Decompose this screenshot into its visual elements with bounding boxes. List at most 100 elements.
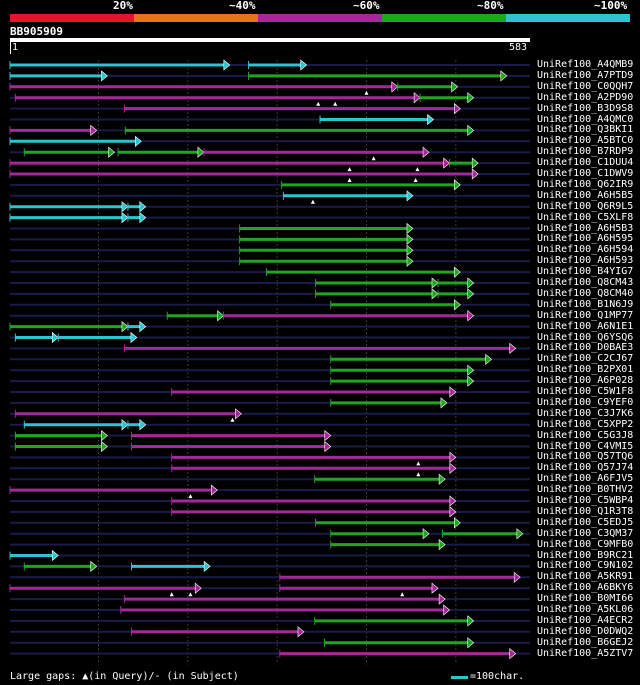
hit-label[interactable]: UniRef100_A5BTC0 xyxy=(537,135,634,147)
hit-label[interactable]: UniRef100_A5ZTV7 xyxy=(537,647,634,659)
hit-label[interactable]: UniRef100_B2PX01 xyxy=(537,364,634,376)
hit-label[interactable]: UniRef100_Q57TQ6 xyxy=(537,451,634,463)
hit-label[interactable]: UniRef100_A6BKY6 xyxy=(537,582,634,594)
hit-label[interactable]: UniRef100_C5G3J8 xyxy=(537,429,634,441)
hit-label[interactable]: UniRef100_A6H595 xyxy=(537,233,634,245)
segment-arrowhead xyxy=(406,190,414,202)
alignment-segment xyxy=(239,255,414,267)
hit-label[interactable]: UniRef100_C5XLF8 xyxy=(537,211,634,223)
hit-label[interactable]: UniRef100_B6GEJ2 xyxy=(537,636,634,648)
legend-purple xyxy=(258,14,382,22)
hit-label[interactable]: UniRef100_C1DWV9 xyxy=(537,168,634,179)
segment-arrowhead xyxy=(451,81,459,93)
segment-arrowhead xyxy=(454,299,461,311)
scale-bar xyxy=(451,676,468,679)
hit-label[interactable]: UniRef100_A4QMC0 xyxy=(537,113,634,125)
segment-arrowhead xyxy=(454,517,461,529)
hit-label[interactable]: UniRef100_Q1R3T8 xyxy=(537,505,634,517)
hit-label[interactable]: UniRef100_C2CJ67 xyxy=(537,353,634,365)
hit-label[interactable]: UniRef100_B4YIG7 xyxy=(537,266,634,278)
hit-label[interactable]: UniRef100_Q1MP77 xyxy=(537,309,634,321)
hit-label[interactable]: UniRef100_A6H5B3 xyxy=(537,222,634,234)
hit-label[interactable]: UniRef100_Q3BKI1 xyxy=(537,124,634,136)
hit-label[interactable]: UniRef100_C9MFB0 xyxy=(537,538,634,550)
query-gap-marker xyxy=(316,101,321,106)
segment-arrowhead xyxy=(121,320,129,333)
hit-label[interactable]: UniRef100_C3QM37 xyxy=(537,527,634,539)
hit-label[interactable]: UniRef100_B0MI66 xyxy=(537,593,634,605)
hit-label[interactable]: UniRef100_B1N6J9 xyxy=(537,298,634,310)
alignment-segment xyxy=(131,626,305,638)
hit-label[interactable]: UniRef100_Q6YSQ6 xyxy=(537,331,634,343)
segment-arrowhead xyxy=(467,364,475,376)
hit-label[interactable]: UniRef100_A5KL06 xyxy=(537,604,634,615)
segment-arrowhead xyxy=(422,146,430,158)
hit-label[interactable]: UniRef100_A2PD90 xyxy=(537,91,634,103)
alignment-segment xyxy=(171,451,457,464)
segment-arrowhead xyxy=(454,179,461,191)
hit-label[interactable]: UniRef100_C9N102 xyxy=(537,560,634,572)
identity-legend-bar xyxy=(10,14,630,22)
hit-label[interactable]: UniRef100_C5XPP2 xyxy=(537,418,634,430)
segment-arrowhead xyxy=(406,244,414,256)
hit-label[interactable]: UniRef100_C0QQH7 xyxy=(537,80,634,92)
segment-arrowhead xyxy=(431,277,439,289)
hit-label[interactable]: UniRef100_C5WBP4 xyxy=(537,495,634,506)
percent-label-20: 20% xyxy=(113,0,133,12)
hit-label[interactable]: UniRef100_C4VMI5 xyxy=(537,440,634,452)
hit-label[interactable]: UniRef100_C1DUU4 xyxy=(537,157,634,169)
hit-label[interactable]: UniRef100_B0THV2 xyxy=(537,484,634,496)
alignment-segment xyxy=(279,582,439,594)
segment-arrowhead xyxy=(139,201,147,213)
alignment-segment xyxy=(330,397,448,409)
query-gap-marker xyxy=(413,178,418,182)
alignment-segment xyxy=(449,157,479,169)
hit-label[interactable]: UniRef100_A6N1E1 xyxy=(537,320,634,332)
hit-label[interactable]: UniRef100_D0DWQ2 xyxy=(537,625,634,637)
segment-arrowhead xyxy=(431,288,439,300)
hit-label[interactable]: UniRef100_C5W1F8 xyxy=(537,386,634,397)
query-gap-marker xyxy=(310,199,315,204)
alignment-segment xyxy=(239,222,414,235)
hit-label[interactable]: UniRef100_A6P028 xyxy=(537,375,634,387)
hit-label[interactable]: UniRef100_A4QMB9 xyxy=(537,59,634,70)
alignment-segment xyxy=(330,528,430,540)
alignment-segment xyxy=(9,81,399,93)
alignment-segment xyxy=(203,146,430,158)
hit-label[interactable]: UniRef100_Q6R9L5 xyxy=(537,200,634,212)
alignment-segment xyxy=(248,70,508,82)
hit-label[interactable]: UniRef100_A6H594 xyxy=(537,244,634,256)
alignment-segment xyxy=(9,549,59,562)
segment-arrowhead xyxy=(449,462,457,474)
hit-label[interactable]: UniRef100_Q8CM40 xyxy=(537,287,634,299)
hit-label[interactable]: UniRef100_Q57J74 xyxy=(537,462,634,474)
hit-label[interactable]: UniRef100_A4ECR2 xyxy=(537,614,634,626)
alignment-segment xyxy=(23,560,98,573)
segment-arrowhead xyxy=(300,59,308,71)
alignment-segment xyxy=(171,506,457,518)
query-gap-marker xyxy=(371,156,376,161)
hit-label[interactable]: UniRef100_C3J7K6 xyxy=(537,407,634,419)
hit-label[interactable]: UniRef100_B7RDP9 xyxy=(537,146,634,158)
hit-label[interactable]: UniRef100_B9RC21 xyxy=(537,549,634,561)
hit-label[interactable]: UniRef100_C5EDJ5 xyxy=(537,516,634,528)
segment-arrowhead xyxy=(406,233,414,246)
hit-label[interactable]: UniRef100_D0BAE3 xyxy=(537,342,634,354)
hit-label[interactable]: UniRef100_A6FJV5 xyxy=(537,473,634,485)
segment-arrowhead xyxy=(467,375,475,387)
segment-arrowhead xyxy=(413,92,421,104)
hit-label[interactable]: UniRef100_B3D9S8 xyxy=(537,102,634,114)
hit-label[interactable]: UniRef100_C9YEF0 xyxy=(537,396,634,408)
alignment-segment xyxy=(437,277,475,289)
hit-label[interactable]: UniRef100_Q8CM43 xyxy=(537,277,634,288)
segment-arrowhead xyxy=(101,429,108,442)
hit-label[interactable]: UniRef100_A6H593 xyxy=(537,255,634,267)
hit-label[interactable]: UniRef100_A6H5B5 xyxy=(537,189,634,201)
hit-label[interactable]: UniRef100_A7PTD9 xyxy=(537,69,634,81)
alignment-segment xyxy=(14,408,242,420)
hit-label[interactable]: UniRef100_A5KR91 xyxy=(537,571,634,583)
alignment-segment xyxy=(14,92,421,104)
alignment-segment xyxy=(131,560,211,573)
hit-label[interactable]: UniRef100_Q62IR9 xyxy=(537,178,634,190)
segment-arrowhead xyxy=(391,81,399,93)
